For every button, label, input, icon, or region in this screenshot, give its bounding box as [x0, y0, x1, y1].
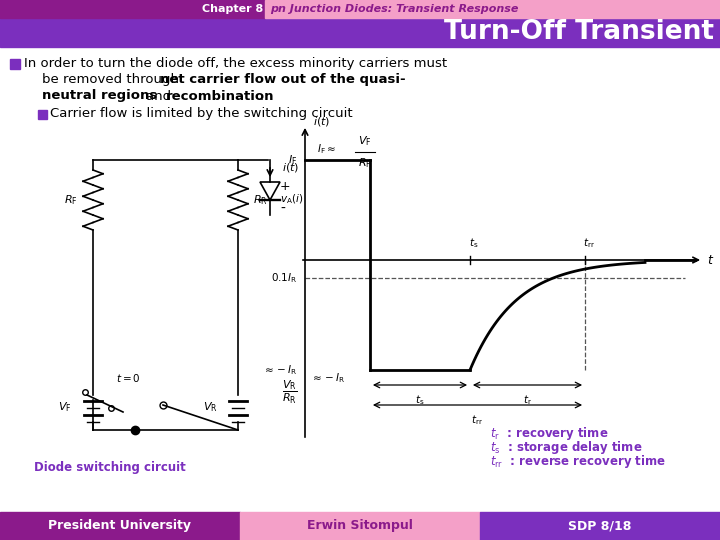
Text: and: and	[146, 90, 176, 103]
Text: Turn-Off Transient: Turn-Off Transient	[444, 19, 714, 45]
Bar	[10, 59, 20, 69]
Text: $v_{\rm A}(i)$: $v_{\rm A}(i)$	[280, 192, 303, 206]
Bar	[0, 0, 265, 18]
Text: $0.1I_{\rm R}$: $0.1I_{\rm R}$	[271, 271, 297, 285]
Text: $t_{\rm r}$  : recovery time: $t_{\rm r}$ : recovery time	[490, 426, 608, 442]
Text: recombination: recombination	[166, 90, 274, 103]
Text: $\dfrac{V_{\rm R}}{R_{\rm R}}$: $\dfrac{V_{\rm R}}{R_{\rm R}}$	[282, 379, 297, 406]
Text: $V_{\rm R}$: $V_{\rm R}$	[202, 401, 217, 414]
Bar	[0, 0, 720, 18]
Text: .: .	[260, 90, 264, 103]
Text: $t = 0$: $t = 0$	[116, 372, 140, 384]
Text: SDP 8/18: SDP 8/18	[568, 519, 631, 532]
Text: -: -	[280, 202, 285, 216]
Text: In order to turn the diode off, the excess minority carriers must: In order to turn the diode off, the exce…	[24, 57, 447, 71]
Text: $I_{\rm F}$: $I_{\rm F}$	[288, 153, 297, 167]
Text: $t_{\rm s}$  : storage delay time: $t_{\rm s}$ : storage delay time	[490, 440, 642, 456]
Bar	[265, 0, 720, 18]
Text: $i(t)$: $i(t)$	[313, 116, 330, 129]
Text: $t_{\rm s}$: $t_{\rm s}$	[415, 393, 425, 407]
Bar	[0, 18, 720, 47]
Bar	[0, 512, 240, 540]
Text: President University: President University	[48, 519, 192, 532]
Text: net carrier flow out of the quasi-: net carrier flow out of the quasi-	[160, 73, 405, 86]
Text: neutral regions: neutral regions	[42, 90, 157, 103]
Text: $\approx -I_{\rm R}$: $\approx -I_{\rm R}$	[310, 371, 346, 385]
Text: $R_{\rm F}$: $R_{\rm F}$	[358, 156, 372, 170]
Bar	[480, 512, 720, 540]
Text: $t_{\rm rr}$  : reverse recovery time: $t_{\rm rr}$ : reverse recovery time	[490, 454, 666, 470]
Text: $t_{\rm s}$: $t_{\rm s}$	[469, 236, 479, 250]
Text: Chapter 8: Chapter 8	[202, 4, 263, 14]
Text: $R_{\rm R}$: $R_{\rm R}$	[253, 193, 267, 207]
Text: Diode switching circuit: Diode switching circuit	[34, 462, 186, 475]
Text: $I_{\rm F} \approx$: $I_{\rm F} \approx$	[317, 142, 336, 156]
Text: $i(t)$: $i(t)$	[282, 161, 300, 174]
Text: +: +	[280, 179, 291, 192]
Text: $t_{\rm r}$: $t_{\rm r}$	[523, 393, 532, 407]
Text: $V_{\rm F}$: $V_{\rm F}$	[58, 401, 72, 414]
Text: $V_{\rm F}$: $V_{\rm F}$	[359, 134, 372, 148]
Text: $\approx -I_{\rm R}$: $\approx -I_{\rm R}$	[261, 363, 297, 377]
Text: $R_{\rm F}$: $R_{\rm F}$	[64, 193, 78, 207]
Bar	[240, 512, 480, 540]
Text: $t_{\rm rr}$: $t_{\rm rr}$	[583, 236, 595, 250]
Text: pn Junction Diodes: Transient Response: pn Junction Diodes: Transient Response	[270, 4, 518, 14]
Text: $t$: $t$	[707, 253, 714, 267]
Text: Erwin Sitompul: Erwin Sitompul	[307, 519, 413, 532]
Bar	[0, 47, 720, 512]
Text: $t_{\rm rr}$: $t_{\rm rr}$	[472, 413, 484, 427]
Bar	[38, 110, 47, 119]
Text: Carrier flow is limited by the switching circuit: Carrier flow is limited by the switching…	[50, 107, 353, 120]
Text: be removed through: be removed through	[42, 73, 184, 86]
